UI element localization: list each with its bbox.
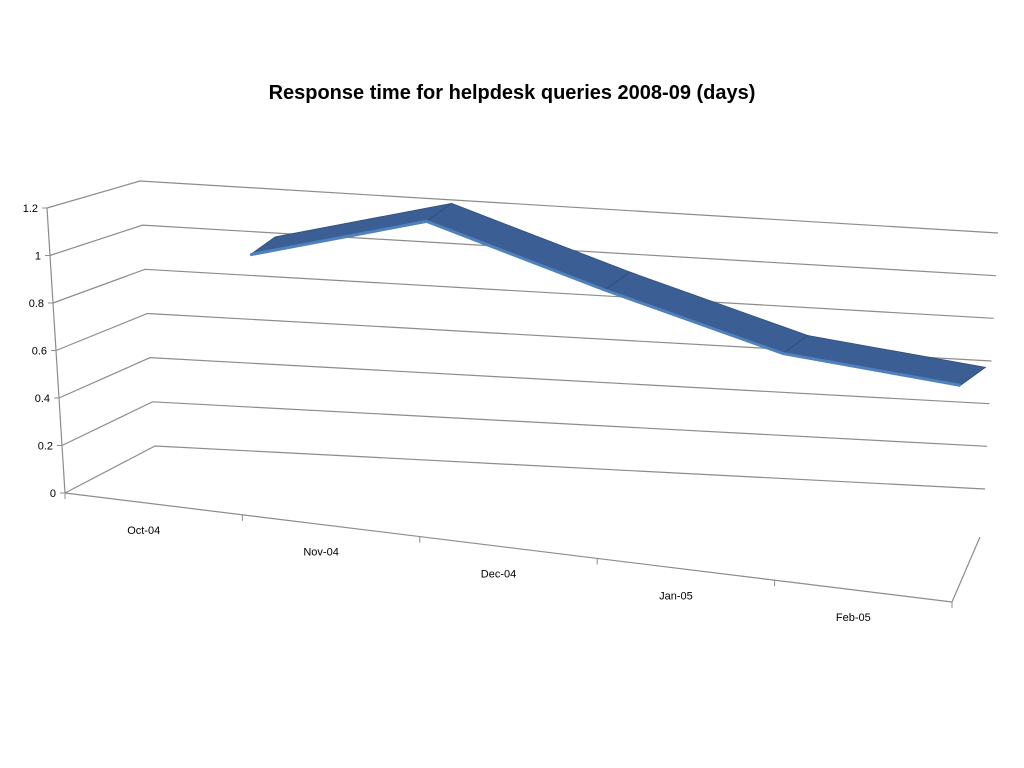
y-tick-label: 1.2 [23, 203, 38, 215]
x-tick-label: Oct-04 [127, 525, 160, 537]
gridline [49, 224, 996, 277]
floor [64, 492, 981, 608]
y-tick-label: 0.6 [32, 346, 47, 358]
x-tick-labels: Oct-04 Nov-04 Dec-04 Jan-05 Feb-05 [127, 525, 871, 624]
chart-title: Response time for helpdesk queries 2008-… [268, 82, 756, 104]
y-tick-label: 0.4 [35, 393, 50, 405]
gridline [61, 401, 988, 447]
gridlines [46, 180, 999, 494]
y-tick-label: 0.8 [29, 298, 44, 310]
y-axis [42, 207, 66, 494]
floor-right-edge [951, 536, 981, 603]
x-tick-label: Feb-05 [836, 612, 871, 624]
ribbon-end-cap [956, 367, 986, 389]
series-ribbon [249, 202, 987, 389]
gridline [46, 180, 999, 234]
gridline [55, 312, 992, 362]
x-axis-line [64, 492, 953, 603]
gridline [52, 268, 994, 319]
y-axis-line [46, 207, 66, 494]
x-tick-label: Dec-04 [481, 569, 516, 581]
y-tick-label: 0.2 [38, 441, 53, 453]
y-tick-label: 1 [35, 251, 41, 263]
y-tick-labels: 0 0.2 0.4 0.6 0.8 1 1.2 [23, 203, 56, 500]
x-tick-label: Nov-04 [303, 547, 338, 559]
ribbon-segment [425, 202, 631, 291]
y-tick-label: 0 [50, 488, 56, 500]
ribbon-segment [249, 202, 452, 256]
gridline [58, 357, 990, 405]
x-tick-label: Jan-05 [659, 590, 693, 602]
gridline [64, 445, 986, 494]
